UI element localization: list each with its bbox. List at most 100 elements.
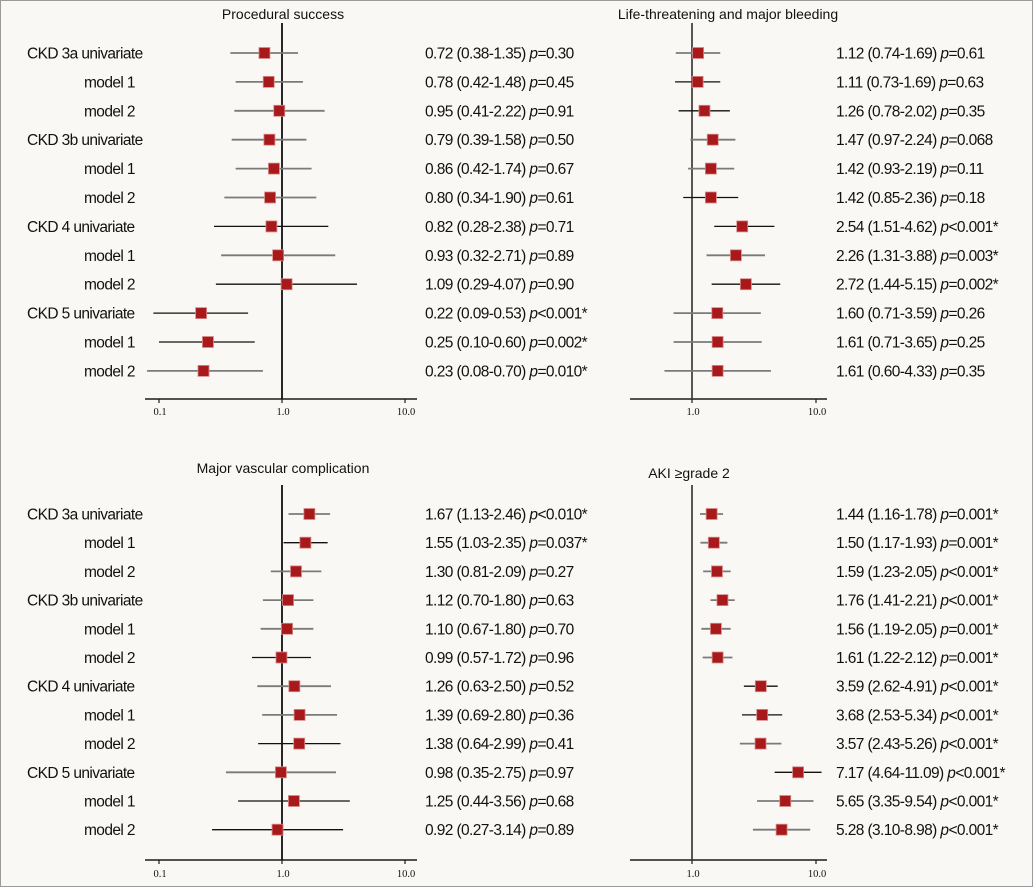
row-label: model 1: [84, 707, 135, 724]
row-label: model 1: [84, 248, 135, 265]
odds-ratio-marker: [263, 133, 276, 146]
forest-row: model 2 1.09 (0.29-4.07) p=0.90: [84, 277, 575, 294]
p-value: <0.001*: [948, 794, 998, 811]
p-value: =0.68: [537, 794, 573, 811]
x-tick-label: 1.0: [686, 869, 699, 880]
forest-row: model 2 0.23 (0.08-0.70) p=0.010*: [84, 363, 588, 380]
stat-text: 0.22 (0.09-0.53) p<0.001*: [425, 306, 588, 323]
p-symbol: p: [528, 248, 538, 265]
or-ci-value: 5.28 (3.10-8.98): [836, 822, 940, 839]
odds-ratio-marker: [756, 709, 769, 721]
p-value: <0.001*: [537, 306, 587, 323]
row-label: CKD 3b univariate: [27, 132, 143, 149]
row-label: model 2: [84, 822, 135, 839]
or-ci-value: 0.80 (0.34-1.90): [425, 190, 529, 207]
p-symbol: p: [939, 794, 949, 811]
p-value: =0.001*: [948, 621, 998, 638]
or-ci-value: 1.56 (1.19-2.05): [836, 621, 940, 638]
stat-text: 0.86 (0.42-1.74) p=0.67: [425, 161, 574, 178]
p-symbol: p: [939, 103, 949, 120]
or-ci-value: 1.76 (1.41-2.21): [836, 593, 940, 610]
stat-text: 0.79 (0.39-1.58) p=0.50: [425, 132, 575, 149]
p-value: =0.27: [537, 564, 573, 581]
odds-ratio-marker: [754, 737, 767, 750]
row-label: model 1: [84, 621, 135, 638]
p-value: =0.89: [537, 248, 573, 265]
forest-row: 1.42 (0.93-2.19) p=0.11: [688, 161, 984, 178]
stat-text: 1.26 (0.63-2.50) p=0.52: [425, 679, 574, 696]
p-symbol: p: [528, 132, 538, 149]
p-symbol: p: [939, 822, 949, 839]
or-ci-value: 0.78 (0.42-1.48): [425, 74, 529, 91]
or-ci-value: 1.11 (0.73-1.69): [836, 74, 939, 91]
forest-panel-1: Procedural success 0.1 1.0 10.0 CKD 3a univa…: [27, 6, 588, 418]
row-label: model 2: [84, 363, 135, 380]
row-label: model 1: [84, 74, 135, 91]
stat-text: 1.67 (1.13-2.46) p<0.010*: [425, 507, 588, 524]
p-symbol: p: [939, 363, 949, 380]
forest-row: 2.72 (1.44-5.15) p=0.002*: [711, 277, 999, 294]
p-symbol: p: [528, 74, 538, 91]
x-tick-label: 10.0: [397, 407, 415, 418]
stat-text: 1.26 (0.78-2.02) p=0.35: [836, 103, 985, 120]
forest-row: model 2 0.95 (0.41-2.22) p=0.91: [84, 103, 574, 120]
odds-ratio-marker: [706, 133, 719, 146]
forest-row: 1.44 (1.16-1.78) p=0.001*: [699, 507, 999, 524]
odds-ratio-marker: [273, 104, 286, 117]
or-ci-value: 0.22 (0.09-0.53): [425, 306, 529, 323]
row-label: model 2: [84, 103, 135, 120]
p-value: =0.35: [948, 103, 984, 120]
stat-text: 0.98 (0.35-2.75) p=0.97: [425, 765, 574, 782]
forest-row: model 1 0.25 (0.10-0.60) p=0.002*: [84, 335, 588, 352]
or-ci-value: 1.55 (1.03-2.35): [425, 535, 529, 552]
odds-ratio-marker: [288, 795, 300, 807]
x-tick-label: 10.0: [808, 869, 826, 880]
panel-title: AKI ≥grade 2: [648, 465, 730, 481]
row-label: model 2: [84, 277, 135, 294]
p-value: <0.001*: [948, 822, 998, 839]
p-symbol: p: [528, 161, 538, 178]
stat-text: 1.55 (1.03-2.35) p=0.037*: [425, 535, 588, 552]
or-ci-value: 1.61 (1.22-2.12): [836, 650, 940, 667]
p-symbol: p: [528, 277, 538, 294]
p-value: =0.45: [537, 74, 573, 91]
p-value: =0.91: [537, 103, 573, 120]
stat-text: 0.95 (0.41-2.22) p=0.91: [425, 103, 574, 120]
p-value: =0.70: [537, 621, 574, 638]
stat-text: 2.26 (1.31-3.88) p=0.003*: [836, 248, 999, 265]
p-value: =0.11: [948, 161, 983, 178]
p-symbol: p: [528, 306, 538, 323]
odds-ratio-marker: [711, 364, 724, 377]
or-ci-value: 3.59 (2.62-4.91): [836, 679, 940, 696]
p-symbol: p: [938, 74, 948, 91]
forest-row: model 1 1.55 (1.03-2.35) p=0.037*: [84, 535, 588, 552]
or-ci-value: 5.65 (3.35-9.54): [836, 794, 940, 811]
p-value: =0.25: [948, 335, 984, 352]
or-ci-value: 1.12 (0.74-1.69): [836, 46, 940, 63]
forest-panel-4: AKI ≥grade 2 1.0 10.0 1.44 (1.16-1.78) p=0.…: [630, 465, 1006, 880]
odds-ratio-marker: [264, 191, 276, 204]
row-label: CKD 5 univariate: [27, 765, 135, 782]
odds-ratio-marker: [739, 278, 752, 291]
forest-row: model 1 1.25 (0.44-3.56) p=0.68: [84, 794, 574, 811]
stat-text: 3.59 (2.62-4.91) p<0.001*: [836, 679, 999, 696]
odds-ratio-marker: [707, 536, 720, 549]
p-symbol: p: [528, 190, 538, 207]
row-label: model 1: [84, 161, 135, 178]
or-ci-value: 7.17 (4.64-11.09): [836, 765, 947, 782]
or-ci-value: 2.26 (1.31-3.88): [836, 248, 940, 265]
row-label: model 2: [84, 190, 135, 207]
odds-ratio-marker: [754, 680, 767, 693]
row-label: model 1: [84, 335, 135, 352]
p-symbol: p: [939, 507, 949, 524]
forest-row: 1.61 (0.60-4.33) p=0.35: [664, 363, 985, 380]
forest-row: model 2 0.92 (0.27-3.14) p=0.89: [84, 822, 574, 839]
forest-row: CKD 4 univariate 1.26 (0.63-2.50) p=0.52: [27, 679, 574, 696]
p-symbol: p: [939, 46, 949, 63]
x-tick-label: 0.1: [153, 407, 166, 418]
forest-row: 1.56 (1.19-2.05) p=0.001*: [701, 621, 999, 638]
p-value: =0.037*: [537, 535, 587, 552]
p-value: <0.001*: [955, 765, 1005, 782]
forest-row: 1.60 (0.71-3.59) p=0.26: [673, 306, 985, 323]
p-symbol: p: [528, 564, 538, 581]
